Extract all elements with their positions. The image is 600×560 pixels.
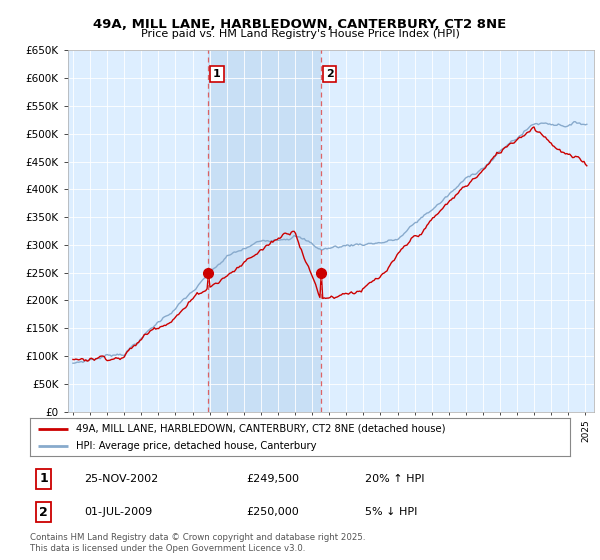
Text: HPI: Average price, detached house, Canterbury: HPI: Average price, detached house, Cant… — [76, 441, 316, 451]
Text: £250,000: £250,000 — [246, 507, 299, 517]
Text: 1: 1 — [213, 69, 221, 79]
Text: 2: 2 — [326, 69, 334, 79]
Bar — [208, 50, 320, 412]
Text: 2: 2 — [39, 506, 48, 519]
Text: 20% ↑ HPI: 20% ↑ HPI — [365, 474, 424, 484]
Text: Price paid vs. HM Land Registry's House Price Index (HPI): Price paid vs. HM Land Registry's House … — [140, 29, 460, 39]
Text: 1: 1 — [39, 472, 48, 486]
Text: Contains HM Land Registry data © Crown copyright and database right 2025.
This d: Contains HM Land Registry data © Crown c… — [30, 533, 365, 553]
Text: 01-JUL-2009: 01-JUL-2009 — [84, 507, 152, 517]
Text: £249,500: £249,500 — [246, 474, 299, 484]
Text: 5% ↓ HPI: 5% ↓ HPI — [365, 507, 417, 517]
Text: 49A, MILL LANE, HARBLEDOWN, CANTERBURY, CT2 8NE: 49A, MILL LANE, HARBLEDOWN, CANTERBURY, … — [94, 18, 506, 31]
Text: 49A, MILL LANE, HARBLEDOWN, CANTERBURY, CT2 8NE (detached house): 49A, MILL LANE, HARBLEDOWN, CANTERBURY, … — [76, 423, 445, 433]
Text: 25-NOV-2002: 25-NOV-2002 — [84, 474, 158, 484]
